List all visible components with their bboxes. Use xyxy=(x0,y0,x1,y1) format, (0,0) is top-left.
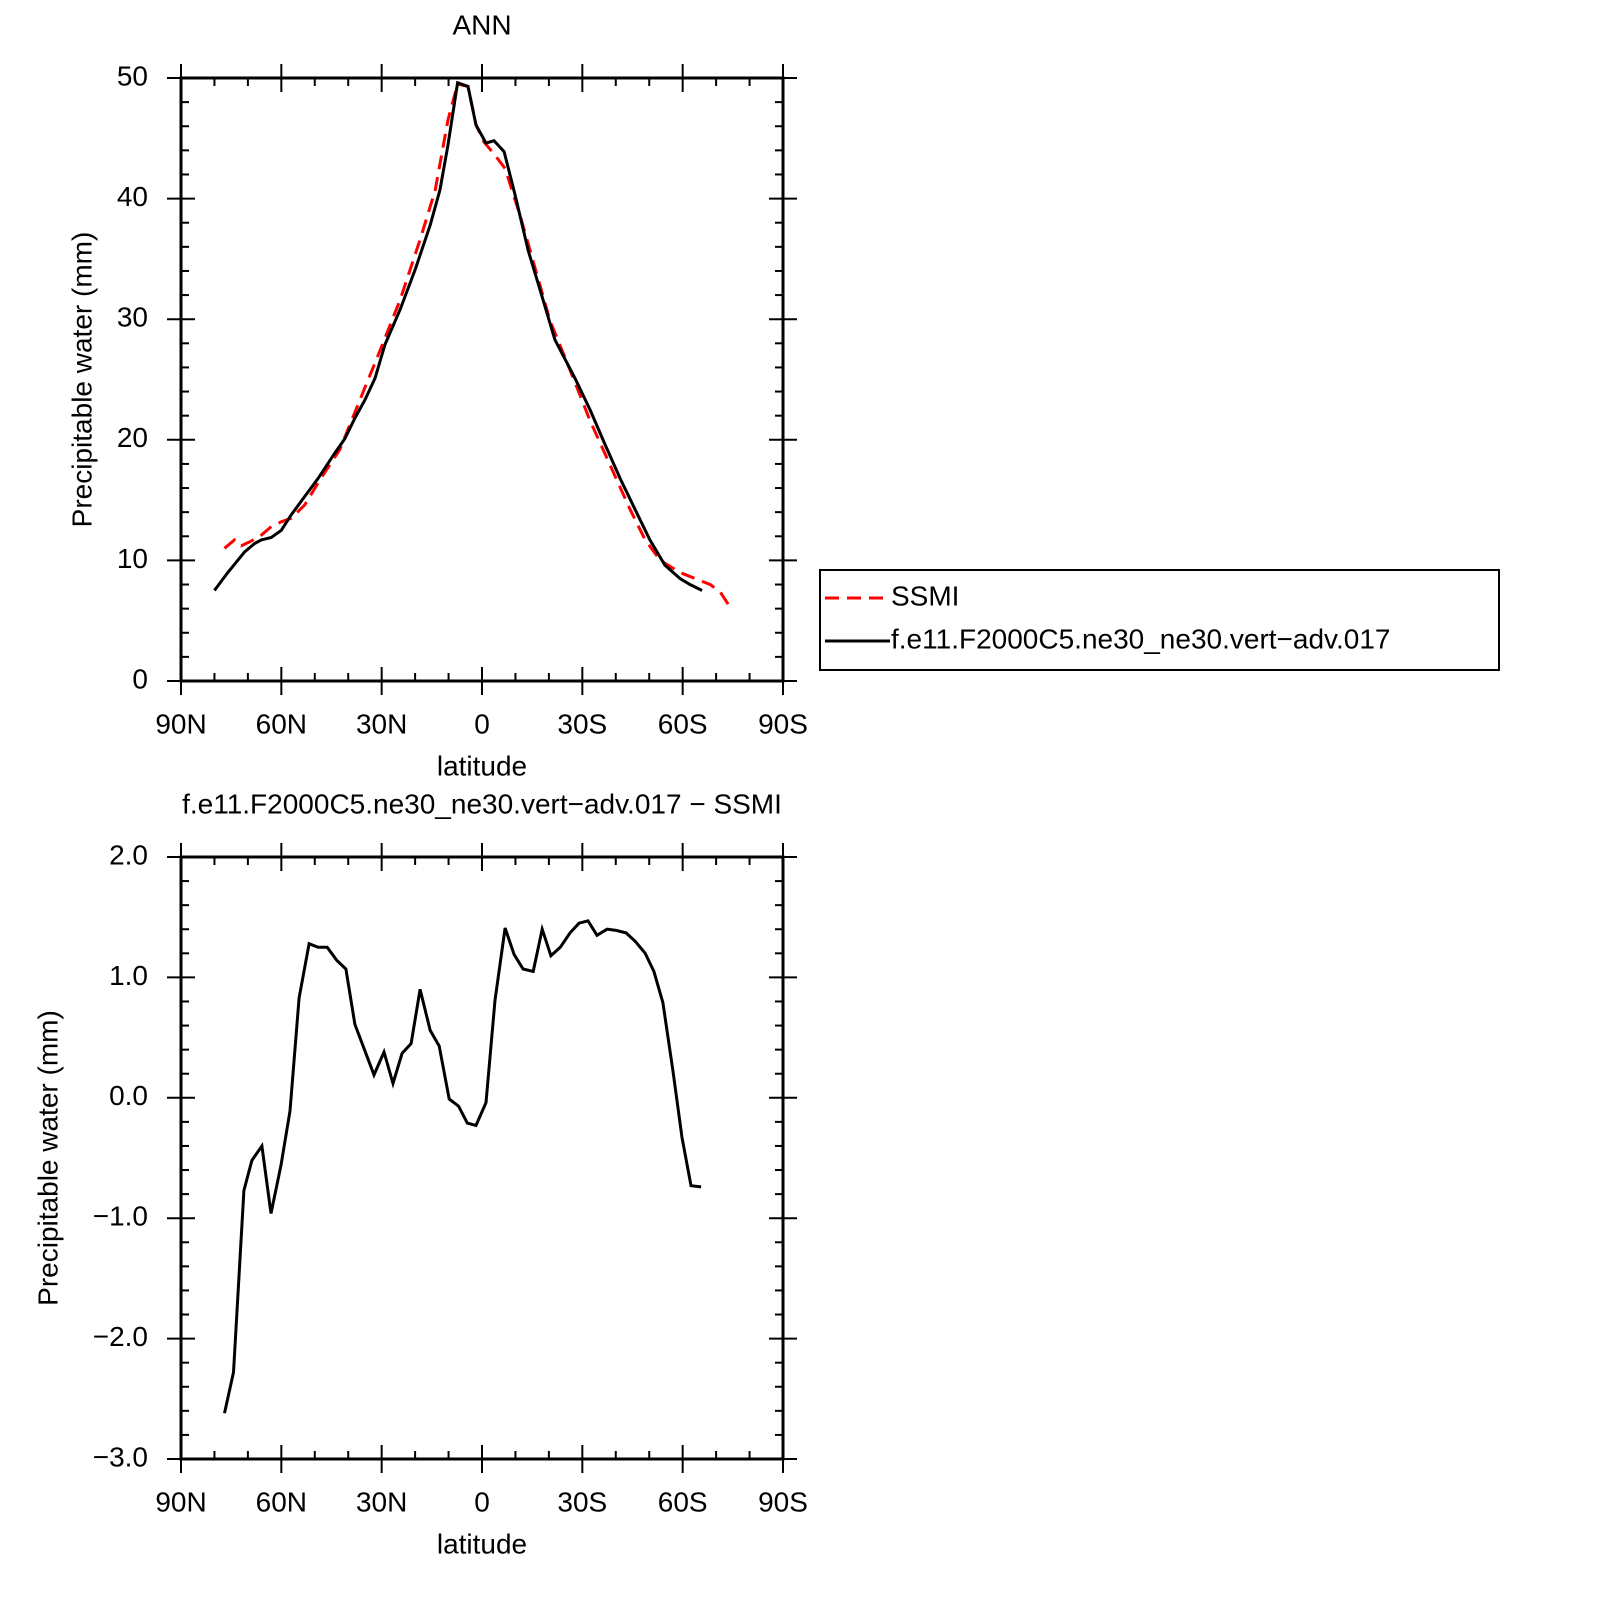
x-tick-label: 60N xyxy=(256,1486,307,1517)
series-line xyxy=(223,919,702,1414)
x-tick-label: 60N xyxy=(256,708,307,739)
x-tick-label: 30S xyxy=(557,708,607,739)
legend-label: f.e11.F2000C5.ne30_ne30.vert−adv.017 xyxy=(891,623,1390,654)
y-tick-label: 1.0 xyxy=(109,960,148,991)
x-tick-label: 0 xyxy=(474,708,490,739)
series-line xyxy=(223,82,732,609)
plot-frame xyxy=(179,855,785,1461)
x-tick-label: 30S xyxy=(557,1486,607,1517)
x-tick-label: 60S xyxy=(658,1486,708,1517)
x-tick-label: 0 xyxy=(474,1486,490,1517)
x-axis-label: latitude xyxy=(437,750,527,781)
x-tick-label: 90S xyxy=(758,1486,808,1517)
x-tick-label: 30N xyxy=(356,1486,407,1517)
y-tick-label: 0.0 xyxy=(109,1080,148,1111)
chart-title: ANN xyxy=(452,9,511,40)
chart-title: f.e11.F2000C5.ne30_ne30.vert−adv.017 − S… xyxy=(182,788,782,819)
y-tick-label: 20 xyxy=(117,422,148,453)
legend-label: SSMI xyxy=(891,580,959,611)
y-tick-label: 0 xyxy=(132,663,148,694)
x-axis-label: latitude xyxy=(437,1528,527,1559)
x-tick-label: 90S xyxy=(758,708,808,739)
y-tick-label: −2.0 xyxy=(93,1321,148,1352)
y-tick-label: −3.0 xyxy=(93,1441,148,1472)
y-axis-label: Precipitable water (mm) xyxy=(66,232,97,528)
y-tick-label: 30 xyxy=(117,302,148,333)
y-tick-label: 40 xyxy=(117,181,148,212)
y-tick-label: −1.0 xyxy=(93,1201,148,1232)
x-tick-label: 60S xyxy=(658,708,708,739)
y-tick-label: 10 xyxy=(117,543,148,574)
legend-box xyxy=(819,569,1500,671)
x-tick-label: 30N xyxy=(356,708,407,739)
series-line xyxy=(213,80,703,592)
y-tick-label: 50 xyxy=(117,60,148,91)
x-tick-label: 90N xyxy=(155,1486,206,1517)
y-tick-label: 2.0 xyxy=(109,839,148,870)
plot-frame xyxy=(179,76,785,683)
y-axis-label: Precipitable water (mm) xyxy=(32,1010,63,1306)
x-tick-label: 90N xyxy=(155,708,206,739)
